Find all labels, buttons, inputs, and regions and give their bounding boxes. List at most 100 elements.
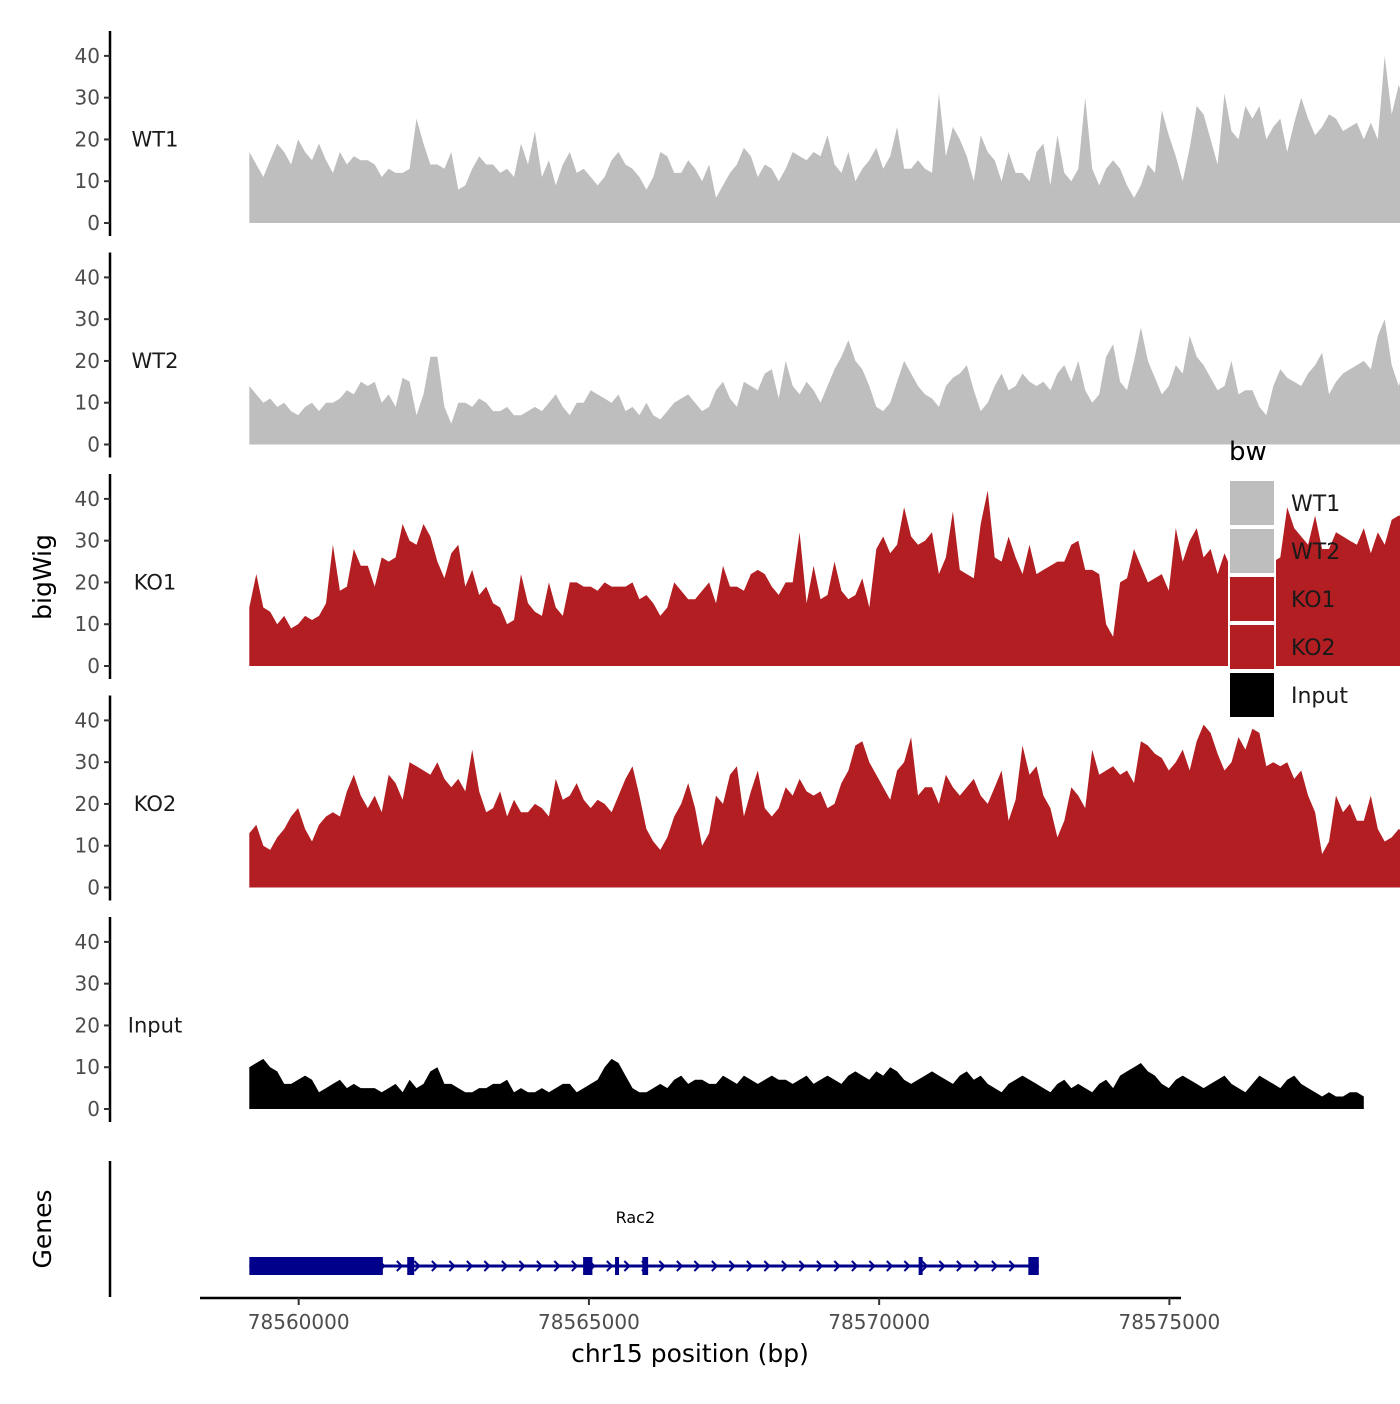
x-axis-title: chr15 position (bp): [571, 1339, 809, 1368]
gene-rac2-strand-arrow: [833, 1260, 841, 1272]
gene-rac2-strand-arrow: [536, 1260, 544, 1272]
gene-rac2-strand-arrow: [483, 1260, 491, 1272]
track-input-y-tick-label: 40: [75, 930, 100, 954]
gene-rac2-exon: [642, 1257, 649, 1275]
track-wt1-y-tick-label: 10: [75, 169, 100, 193]
gene-rac2-strand-arrow: [571, 1260, 579, 1272]
legend: bw WT1 WT2 KO1 KO2 Input: [1228, 437, 1348, 719]
track-input: 0 10 20 30 40 Input: [75, 917, 1364, 1122]
gene-rac2-strand-arrow: [501, 1260, 509, 1272]
gene-panel-title: Genes: [28, 1189, 57, 1268]
track-label-ko2: KO2: [134, 792, 177, 816]
x-tick-label: 78565000: [538, 1310, 640, 1334]
track-wt2: 0 10 20 30 40 WT2: [75, 252, 1400, 458]
gene-rac2-strand-arrow: [991, 1260, 999, 1272]
gene-rac2-strand-arrow: [886, 1260, 894, 1272]
gene-rac2-strand-arrow: [728, 1260, 736, 1272]
track-wt2-y-tick-label: 10: [75, 391, 100, 415]
legend-label-wt1: WT1: [1291, 492, 1340, 517]
legend-label-wt2: WT2: [1291, 540, 1340, 565]
track-panels: 0 10 20 30 40 WT1 0 10 20 30 40 WT2 0 10 20 30 40 KO1 0 10 2…: [75, 31, 1400, 1122]
gene-label-rac2: Rac2: [616, 1208, 656, 1227]
area-wt1: [249, 55, 1400, 223]
gene-rac2-strand-arrow: [413, 1260, 421, 1272]
track-input-y-tick-label: 0: [87, 1097, 100, 1121]
legend-swatch-wt2: [1228, 527, 1276, 575]
track-wt1-y-tick-label: 30: [75, 86, 100, 110]
gene-rac2-strand-arrow: [553, 1260, 561, 1272]
gene-rac2-exon: [583, 1257, 593, 1275]
gene-rac2-strand-arrow: [518, 1260, 526, 1272]
gene-rac2-exon: [918, 1257, 923, 1275]
gene-rac2-exon: [407, 1257, 415, 1275]
gene-rac2-strand-arrow: [956, 1260, 964, 1272]
gene-rac2-strand-arrow: [606, 1260, 614, 1272]
gene-rac2: Rac2: [249, 1208, 1039, 1275]
track-ko1: 0 10 20 30 40 KO1: [75, 474, 1400, 679]
gene-rac2-strand-arrow: [851, 1260, 859, 1272]
area-ko1: [249, 490, 1400, 666]
track-ko1-y-tick-label: 10: [75, 612, 100, 636]
gene-panel: Rac2: [108, 1161, 1039, 1297]
gene-rac2-strand-arrow: [448, 1260, 456, 1272]
legend-swatch-wt1: [1228, 479, 1276, 527]
track-input-y-tick-label: 20: [75, 1013, 100, 1037]
gene-rac2-strand-arrow: [396, 1260, 404, 1272]
legend-swatch-input: [1228, 671, 1276, 719]
track-ko1-y-tick-label: 0: [87, 654, 100, 678]
track-wt1-y-tick-label: 40: [75, 44, 100, 68]
area-input: [249, 1058, 1364, 1109]
legend-label-ko1: KO1: [1291, 588, 1336, 613]
gene-rac2-strand-arrow: [798, 1260, 806, 1272]
legend-label-input: Input: [1291, 684, 1348, 709]
track-wt2-y-tick-label: 40: [75, 265, 100, 289]
legend-swatch-ko2: [1228, 623, 1276, 671]
legend-title: bw: [1229, 437, 1267, 467]
track-ko1-y-tick-label: 20: [75, 570, 100, 594]
track-input-y-tick-label: 30: [75, 972, 100, 996]
track-wt1-y-tick-label: 0: [87, 211, 100, 235]
track-wt2-y-tick-label: 0: [87, 433, 100, 457]
y-axis-title: bigWig: [28, 534, 57, 620]
gene-rac2-strand-arrow: [938, 1260, 946, 1272]
track-ko1-y-tick-label: 30: [75, 529, 100, 553]
x-axis: 78560000 78565000 78570000 78575000: [200, 1296, 1220, 1334]
gene-rac2-exon: [1028, 1257, 1039, 1275]
gene-rac2-exon: [615, 1257, 620, 1275]
track-ko2-y-tick-label: 0: [87, 876, 100, 900]
track-ko2-y-tick-label: 30: [75, 750, 100, 774]
gene-rac2-strand-arrow: [711, 1260, 719, 1272]
legend-label-ko2: KO2: [1291, 636, 1336, 661]
track-wt1-y-tick-label: 20: [75, 127, 100, 151]
track-ko2-y-tick-label: 40: [75, 708, 100, 732]
track-ko2-y-tick-label: 10: [75, 834, 100, 858]
track-ko2: 0 10 20 30 40 KO2: [75, 695, 1400, 901]
gene-rac2-strand-arrow: [973, 1260, 981, 1272]
x-tick-label: 78560000: [248, 1310, 350, 1334]
track-ko2-y-tick-label: 20: [75, 792, 100, 816]
area-ko2: [249, 724, 1400, 888]
track-wt2-y-tick-label: 20: [75, 349, 100, 373]
track-wt2-y-tick-label: 30: [75, 307, 100, 331]
area-wt2: [249, 319, 1400, 445]
track-label-input: Input: [128, 1013, 182, 1037]
gene-rac2-exon: [249, 1257, 383, 1275]
gene-rac2-strand-arrow: [693, 1260, 701, 1272]
gene-rac2-strand-arrow: [676, 1260, 684, 1272]
gene-rac2-strand-arrow: [868, 1260, 876, 1272]
gene-rac2-strand-arrow: [921, 1260, 929, 1272]
legend-swatch-ko1: [1228, 575, 1276, 623]
x-tick-label: 78575000: [1118, 1310, 1220, 1334]
track-label-wt1: WT1: [132, 127, 179, 151]
track-label-wt2: WT2: [132, 349, 179, 373]
gene-rac2-strand-arrow: [903, 1260, 911, 1272]
gene-rac2-strand-arrow: [431, 1260, 439, 1272]
gene-rac2-strand-arrow: [781, 1260, 789, 1272]
gene-rac2-strand-arrow: [763, 1260, 771, 1272]
track-wt1: 0 10 20 30 40 WT1: [75, 31, 1400, 236]
gene-rac2-strand-arrow: [1008, 1260, 1016, 1272]
track-label-ko1: KO1: [134, 570, 177, 594]
